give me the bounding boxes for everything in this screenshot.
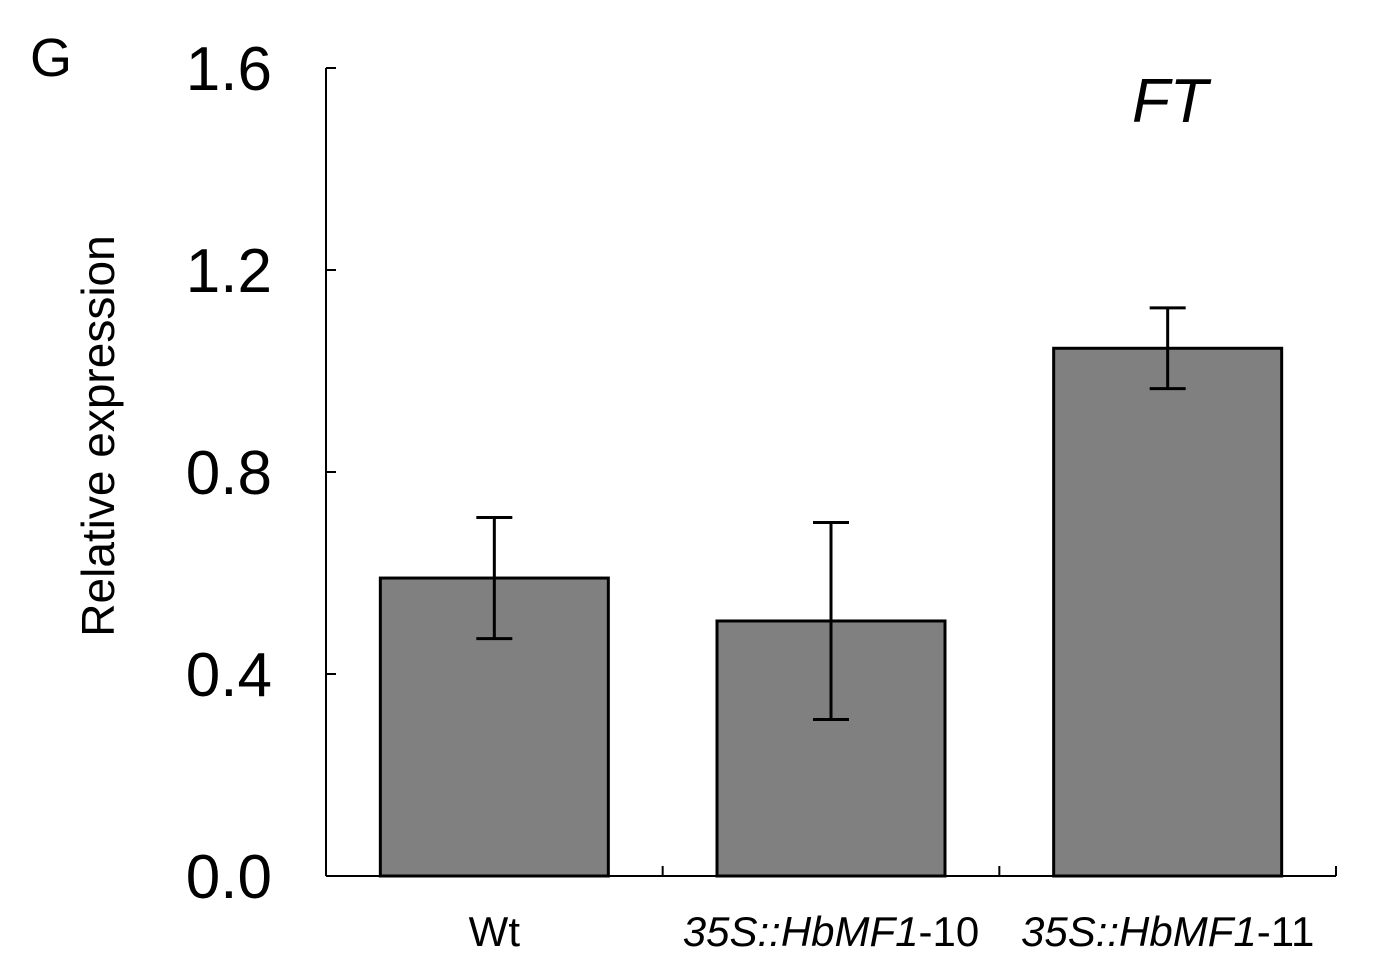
y-tick-label: 1.6 <box>186 35 272 104</box>
y-ticks: 0.0 0.4 0.8 1.2 1.6 <box>186 35 1337 912</box>
panel-label: G <box>30 28 72 88</box>
chart-title: FT <box>1132 67 1212 136</box>
x-tick-label: 35S::HbMF1-10 <box>683 908 979 955</box>
bar <box>1052 346 1284 878</box>
y-tick-label: 0.4 <box>186 641 272 710</box>
y-tick-label: 1.2 <box>186 237 272 306</box>
error-bars-group <box>476 306 1186 721</box>
x-tick-labels: Wt 35S::HbMF1-10 35S::HbMF1-11 <box>469 908 1315 955</box>
y-axis-title: Relative expression <box>72 235 124 636</box>
x-tick-label: Wt <box>469 908 521 955</box>
y-tick-label: 0.8 <box>186 439 272 508</box>
x-tick-label: 35S::HbMF1-11 <box>1021 908 1314 955</box>
y-tick-label: 0.0 <box>186 843 272 912</box>
